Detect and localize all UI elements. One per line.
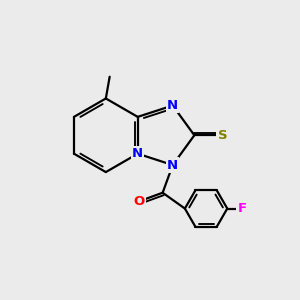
Text: N: N (167, 99, 178, 112)
Text: N: N (132, 147, 143, 160)
Text: S: S (218, 129, 227, 142)
Text: F: F (237, 202, 247, 215)
Text: O: O (134, 195, 145, 208)
Text: N: N (167, 159, 178, 172)
